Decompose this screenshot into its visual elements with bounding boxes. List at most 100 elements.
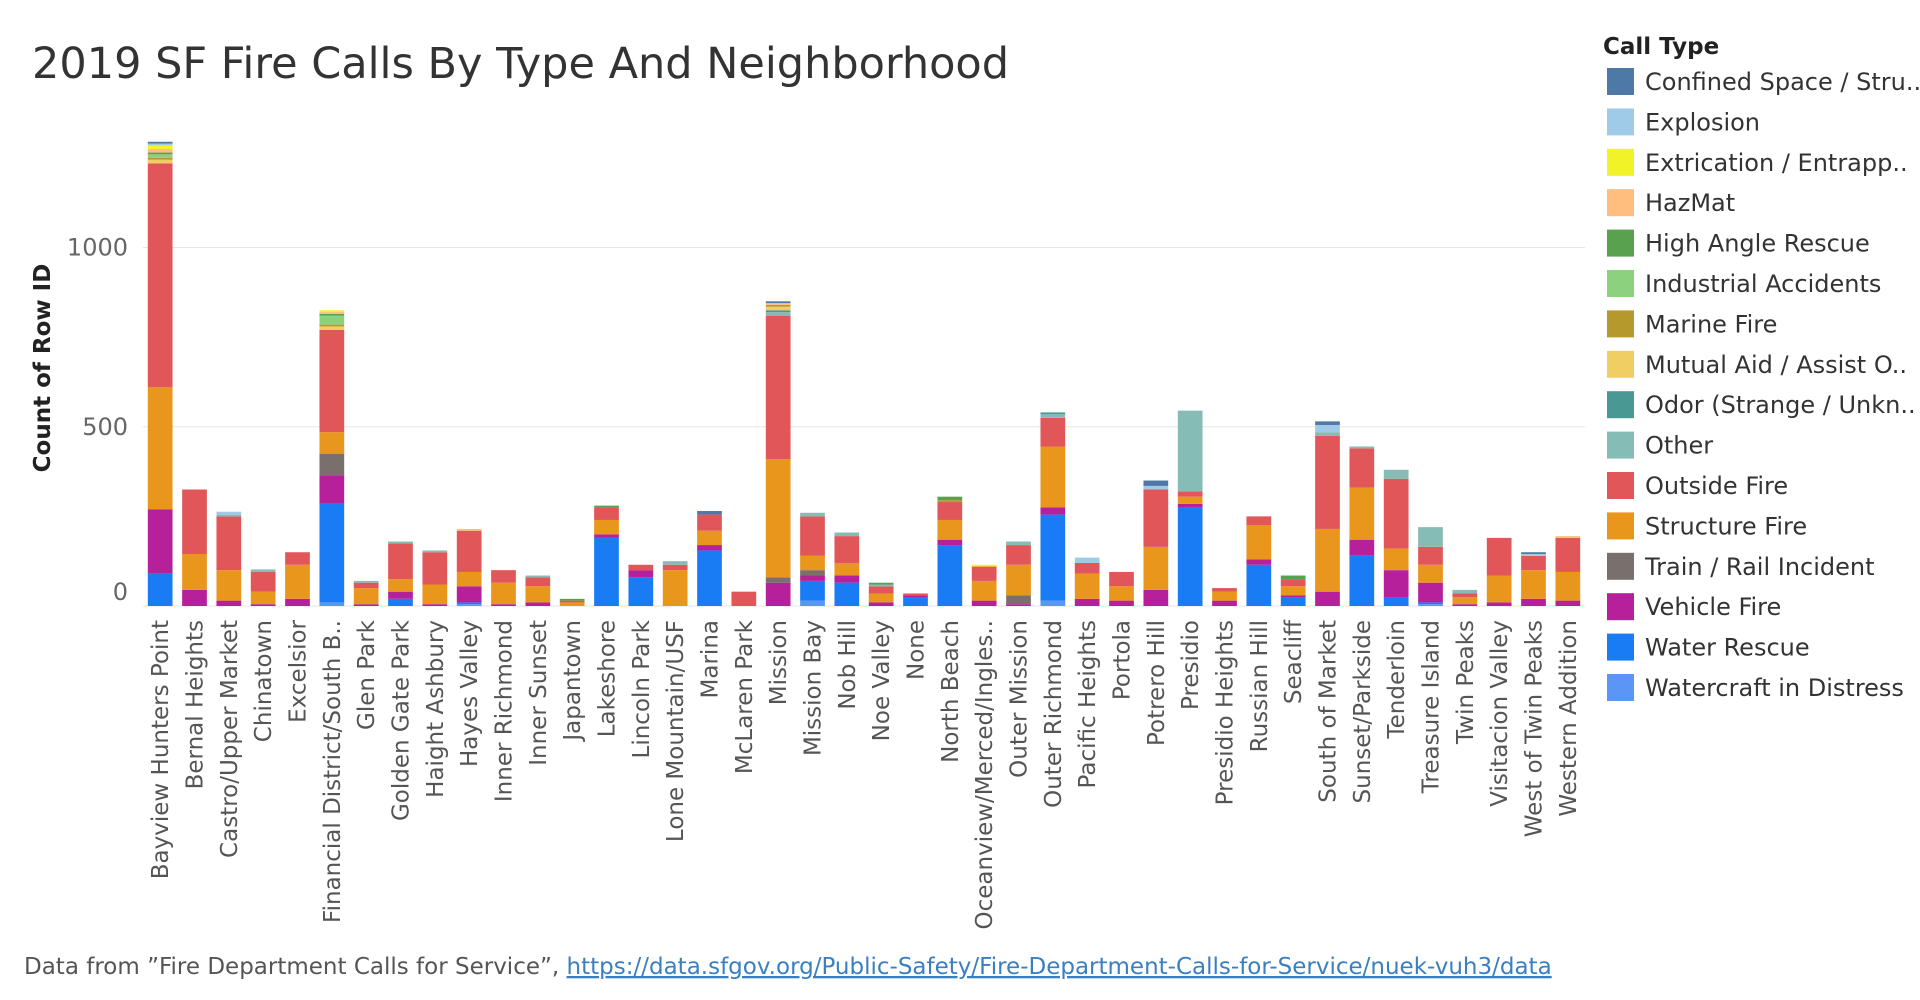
bar-segment [868, 602, 894, 606]
bar-segment [250, 569, 276, 572]
x-category-label: Noe Valley [869, 620, 895, 741]
bar-segment [662, 570, 688, 606]
bar-segment [319, 315, 345, 325]
bar-segment [1486, 575, 1512, 603]
bar-segment [834, 562, 860, 576]
source-prefix: Data from ”Fire Department Calls for Ser… [24, 954, 567, 980]
bar-segment [1521, 554, 1546, 556]
legend-swatch [1607, 108, 1634, 136]
y-tick-label: 500 [82, 413, 128, 441]
bar-segment [1074, 573, 1100, 599]
y-tick-label: 1000 [67, 234, 128, 262]
bar-segment [1177, 410, 1203, 492]
bar-segment [456, 528, 482, 531]
bar-segment [216, 511, 242, 515]
bar-segment [1040, 414, 1066, 418]
bar-segment [182, 589, 207, 606]
bar-segment [765, 301, 791, 304]
x-category-label: Castro/Upper Market [217, 620, 243, 858]
bar-segment [1418, 527, 1443, 547]
x-axis-categories: Bayview Hunters Point Bernal Heights Castr… [148, 619, 1582, 930]
bar-segment [1246, 559, 1272, 565]
bar-segment [1418, 546, 1443, 565]
bar-segment [937, 545, 963, 606]
source-link[interactable]: https://data.sfgov.org/Public-Safety/Fir… [567, 954, 1552, 980]
chart-title: 2019 SF Fire Calls By Type And Neighborh… [32, 39, 1009, 89]
bar-segment [250, 604, 276, 606]
bar-segment [1006, 541, 1031, 546]
x-category-label: Financial District/South B.. [320, 620, 346, 923]
x-category-label: Seacliff [1281, 619, 1307, 704]
bar-segment [1006, 604, 1031, 606]
bar-segment [147, 141, 173, 144]
bar-segment [1521, 598, 1546, 606]
bar-segment [800, 580, 825, 601]
legend-label: Industrial Accidents [1645, 270, 1881, 298]
bar-segment [937, 539, 963, 546]
bar-segment [1143, 480, 1169, 486]
bar-segment [594, 507, 619, 520]
legend-swatch [1607, 552, 1634, 580]
legend-label: High Angle Rescue [1645, 230, 1870, 258]
x-category-label: Tenderloin [1384, 620, 1410, 740]
bar-segment [1074, 562, 1100, 574]
bar-segment [1315, 435, 1340, 529]
bar-segment [765, 304, 791, 307]
bar-segment [800, 600, 825, 606]
x-category-label: Nob Hill [835, 620, 861, 710]
bar-segment [765, 310, 791, 313]
bar-segment [147, 573, 173, 606]
bar-segment [216, 570, 242, 601]
legend-swatch [1607, 512, 1634, 540]
bar-segment [1383, 597, 1409, 606]
bar-segment [216, 516, 242, 571]
bar-segment [388, 541, 413, 544]
bar-segment [456, 586, 482, 603]
legend-swatch [1607, 391, 1634, 419]
legend-label: Water Rescue [1645, 634, 1810, 662]
bar-segment [800, 575, 825, 581]
bar-segment [1349, 448, 1375, 488]
x-category-label: Potrero Hill [1144, 620, 1170, 746]
bar-segment [834, 582, 860, 606]
bar-segment [697, 530, 722, 546]
bar-segment [1040, 507, 1066, 515]
bar-segment [800, 516, 825, 556]
x-category-label: Haight Ashbury [423, 620, 449, 798]
bar-segment [182, 489, 207, 555]
x-category-label: Hayes Valley [457, 620, 483, 767]
bar-segment [456, 602, 482, 605]
bar-segment [1143, 546, 1169, 590]
y-tick-label: 0 [113, 578, 128, 606]
legend-label: Mutual Aid / Assist O.. [1645, 351, 1907, 379]
bar-segment [1521, 555, 1546, 571]
bar-segment [1555, 600, 1581, 606]
bar-segment [319, 326, 345, 330]
bar-segment [1177, 507, 1203, 606]
bar-segment [319, 453, 345, 476]
bar-segment [971, 600, 997, 606]
bar-segment [1452, 593, 1478, 598]
bar-segment [456, 571, 482, 587]
x-category-label: Visitacion Valley [1487, 620, 1513, 807]
bar-segment [1074, 598, 1100, 606]
bar-segment [1383, 469, 1409, 479]
legend-title: Call Type [1603, 34, 1719, 60]
x-category-label: None [904, 620, 930, 680]
legend-swatch [1607, 472, 1634, 499]
x-category-label: Treasure Island [1419, 620, 1445, 794]
bar-segment [1143, 489, 1169, 547]
bar-segment [937, 496, 963, 501]
x-category-label: Outer Richmond [1041, 620, 1067, 808]
bar-segment [250, 591, 276, 605]
bar-segment [1006, 545, 1031, 565]
x-category-label: Bernal Heights [183, 620, 209, 789]
bar-segment [1040, 600, 1066, 606]
bar-segment [147, 387, 173, 510]
bar-segment [800, 555, 825, 571]
legend-label: Train / Rail Incident [1644, 553, 1875, 581]
legend-label: Odor (Strange / Unkn.. [1645, 391, 1916, 419]
x-category-label: Mission [766, 620, 792, 705]
legend-swatch [1607, 68, 1634, 95]
